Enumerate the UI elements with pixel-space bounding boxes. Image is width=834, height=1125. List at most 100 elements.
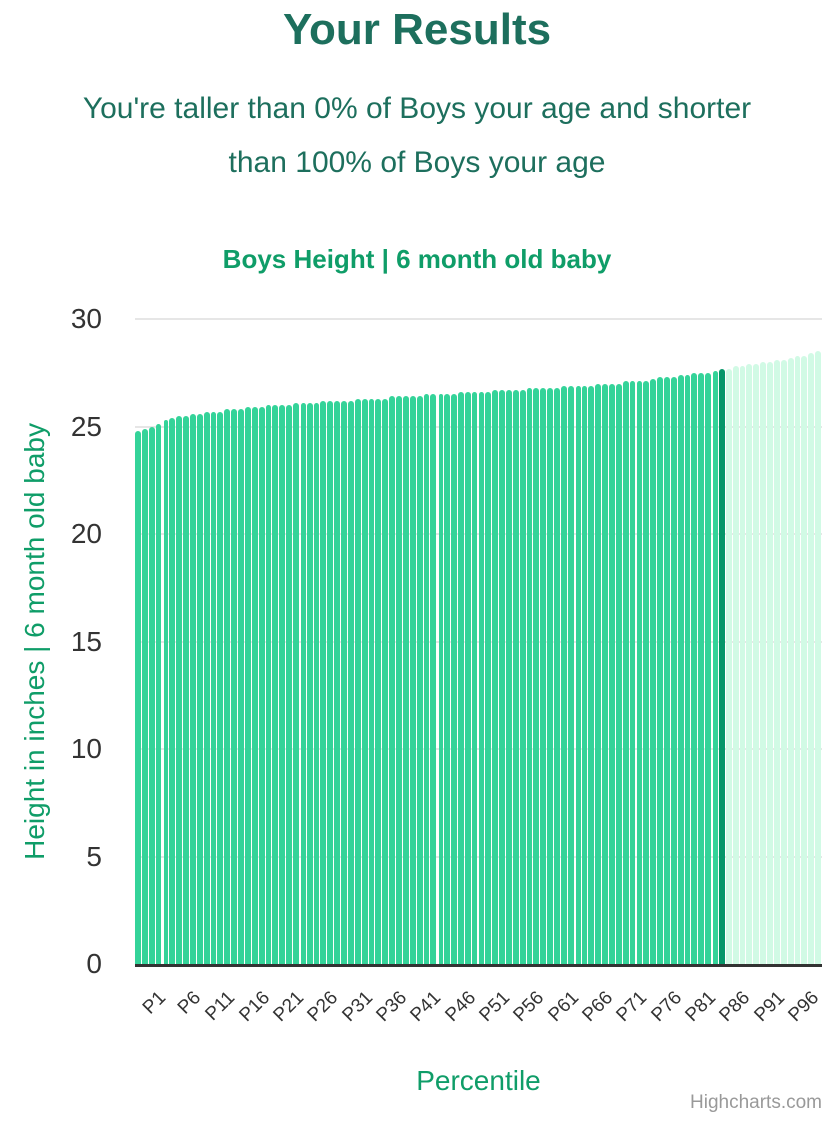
bar-P41[interactable]: [409, 396, 416, 964]
bar-P75[interactable]: [643, 381, 650, 964]
bar-P96[interactable]: [787, 357, 794, 964]
bar-P97[interactable]: [794, 355, 801, 964]
bar-P58[interactable]: [526, 387, 533, 964]
bar-P85[interactable]: [713, 370, 718, 964]
bar-P37[interactable]: [382, 398, 389, 964]
bar-P36[interactable]: [375, 398, 382, 964]
bar-P72[interactable]: [622, 381, 629, 964]
bar-P32[interactable]: [347, 400, 354, 964]
bar-P51[interactable]: [478, 392, 485, 964]
bar-P98[interactable]: [801, 355, 808, 964]
bar-P80[interactable]: [677, 374, 684, 964]
bar-P47[interactable]: [451, 394, 457, 964]
bar-P22[interactable]: [279, 405, 286, 964]
bar-P38[interactable]: [389, 396, 396, 964]
bar-P26[interactable]: [306, 402, 313, 964]
bar-P19[interactable]: [258, 407, 265, 964]
bar-P17[interactable]: [244, 407, 251, 964]
bar-P30[interactable]: [334, 400, 341, 964]
bar-P11[interactable]: [203, 411, 210, 964]
bar-P49[interactable]: [464, 392, 471, 964]
bar-P8[interactable]: [183, 415, 189, 964]
bar-P89[interactable]: [739, 366, 746, 964]
bar-P3[interactable]: [148, 426, 155, 964]
bar-P90[interactable]: [746, 364, 753, 964]
bar-P39[interactable]: [396, 396, 402, 964]
bar-P45[interactable]: [438, 394, 444, 964]
bar-P55[interactable]: [505, 390, 512, 964]
bar-highlight-P86[interactable]: [718, 368, 725, 964]
bar-P63[interactable]: [560, 385, 567, 964]
bar-P82[interactable]: [691, 372, 698, 964]
bar-P73[interactable]: [629, 381, 636, 964]
bar-P81[interactable]: [684, 374, 691, 964]
bar-P69[interactable]: [602, 383, 609, 964]
bar-P65[interactable]: [575, 385, 581, 964]
bar-P33[interactable]: [354, 398, 361, 964]
bar-P44[interactable]: [430, 394, 437, 964]
bar-P68[interactable]: [595, 383, 602, 964]
bar-P57[interactable]: [519, 390, 526, 964]
bar-P56[interactable]: [512, 390, 519, 964]
bar-P52[interactable]: [485, 392, 492, 964]
bar-P62[interactable]: [554, 387, 560, 964]
bar-P29[interactable]: [327, 400, 334, 964]
bar-P71[interactable]: [615, 383, 622, 964]
bar-P27[interactable]: [313, 402, 320, 964]
bar-P99[interactable]: [808, 353, 815, 964]
bar-P34[interactable]: [361, 398, 368, 964]
bar-P18[interactable]: [251, 407, 258, 964]
bar-P84[interactable]: [705, 372, 712, 964]
bar-P2[interactable]: [141, 428, 148, 964]
bar-P54[interactable]: [499, 390, 505, 964]
bar-P20[interactable]: [265, 405, 272, 964]
bar-P7[interactable]: [176, 415, 183, 964]
bar-P67[interactable]: [588, 385, 595, 964]
bar-P60[interactable]: [540, 387, 547, 964]
bar-P23[interactable]: [286, 405, 292, 964]
bar-P74[interactable]: [636, 381, 643, 964]
bar-P79[interactable]: [670, 377, 677, 964]
bar-P1[interactable]: [135, 430, 141, 964]
bar-P91[interactable]: [753, 364, 760, 964]
bar-P77[interactable]: [657, 377, 663, 964]
bar-P95[interactable]: [780, 359, 787, 964]
bar-P5[interactable]: [163, 420, 169, 964]
bar-P48[interactable]: [457, 392, 464, 964]
bar-P42[interactable]: [416, 396, 423, 964]
bar-P88[interactable]: [732, 366, 739, 964]
bar-P40[interactable]: [402, 396, 409, 964]
bar-P15[interactable]: [231, 409, 238, 964]
bar-P92[interactable]: [760, 362, 767, 964]
bar-P31[interactable]: [341, 400, 347, 964]
highcharts-credits-link[interactable]: Highcharts.com: [690, 1092, 822, 1113]
bar-P21[interactable]: [272, 405, 279, 964]
bar-P35[interactable]: [368, 398, 375, 964]
bar-P87[interactable]: [725, 368, 732, 964]
bar-P43[interactable]: [423, 394, 430, 964]
bar-P93[interactable]: [767, 362, 773, 964]
bar-P78[interactable]: [663, 377, 670, 964]
bar-P83[interactable]: [698, 372, 705, 964]
bar-P61[interactable]: [547, 387, 554, 964]
bar-P76[interactable]: [650, 379, 657, 964]
bar-P46[interactable]: [444, 394, 450, 964]
bar-P10[interactable]: [196, 413, 203, 964]
bar-P53[interactable]: [492, 390, 499, 964]
bar-P94[interactable]: [773, 359, 780, 964]
bar-P28[interactable]: [320, 400, 327, 964]
bar-P25[interactable]: [301, 402, 306, 964]
bar-P16[interactable]: [238, 409, 244, 964]
bar-P6[interactable]: [169, 417, 176, 964]
bar-P64[interactable]: [567, 385, 574, 964]
bar-P12[interactable]: [210, 411, 217, 964]
bar-P59[interactable]: [533, 387, 540, 964]
bar-P66[interactable]: [581, 385, 588, 964]
bar-P50[interactable]: [471, 392, 478, 964]
bar-P70[interactable]: [609, 383, 615, 964]
bar-P13[interactable]: [217, 411, 224, 964]
bar-P24[interactable]: [293, 402, 299, 964]
bar-P9[interactable]: [189, 413, 196, 964]
bar-P100[interactable]: [815, 351, 821, 964]
bar-P4[interactable]: [155, 424, 162, 964]
